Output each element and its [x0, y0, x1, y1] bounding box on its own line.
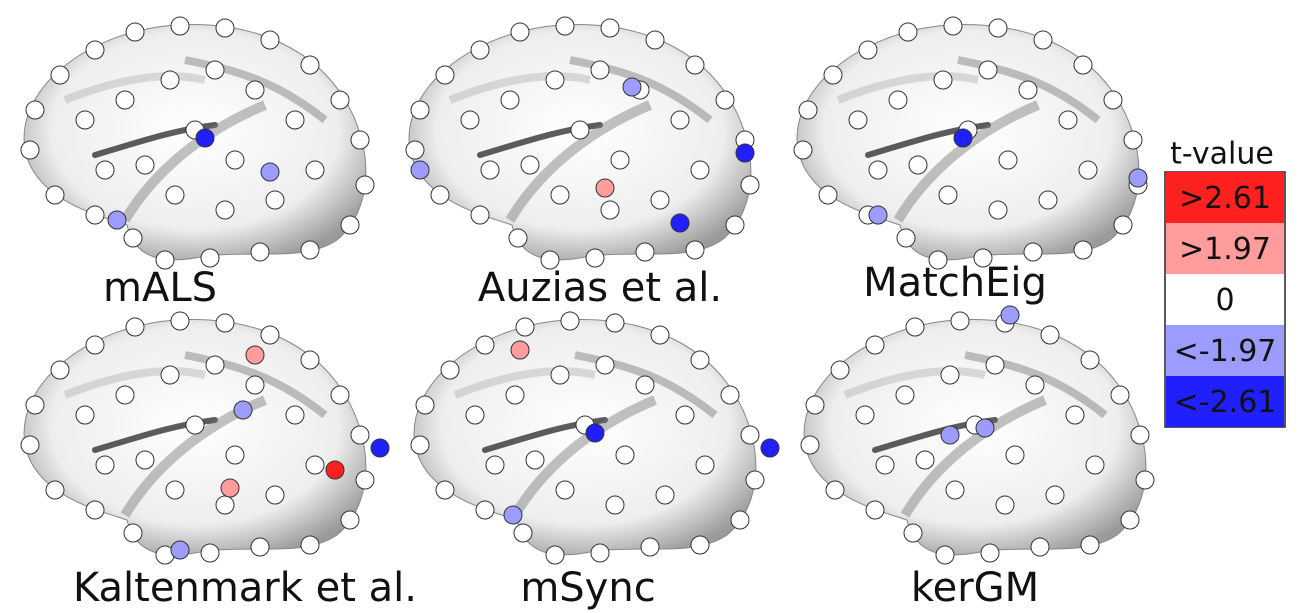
panel-label: kerGM [911, 565, 1039, 611]
electrode [1128, 168, 1148, 188]
brain-panel [411, 312, 780, 564]
electrode [940, 425, 960, 445]
electrode [233, 400, 253, 420]
brain-panel [21, 17, 374, 269]
panel-label: mALS [103, 265, 217, 311]
electrode [1000, 305, 1020, 325]
electrode [260, 162, 280, 182]
legend-swatch [1166, 274, 1284, 325]
electrode [325, 460, 345, 480]
brain-panel [794, 17, 1147, 269]
electrode [195, 128, 215, 148]
legend-label: 0 [1215, 283, 1234, 318]
electrode [170, 540, 190, 560]
legend-label: <-2.61 [1174, 385, 1277, 420]
brain-panel [406, 17, 759, 269]
brain-panel [801, 305, 1154, 564]
electrode [245, 345, 265, 365]
panel-label: Kaltenmark et al. [73, 565, 417, 611]
legend-label: <-1.97 [1174, 334, 1277, 369]
legend-swatch [1166, 172, 1284, 223]
brain-surface [406, 17, 759, 269]
electrode [370, 438, 390, 458]
electrode [868, 205, 888, 225]
brain-panel [21, 312, 390, 564]
electrode [735, 143, 755, 163]
electrode [510, 340, 530, 360]
electrode [107, 210, 127, 230]
electrode [410, 160, 430, 180]
electrode [670, 213, 690, 233]
brain-surface [801, 312, 1154, 564]
electrode [503, 505, 523, 525]
legend-label: >1.97 [1179, 232, 1271, 267]
electrode [595, 178, 615, 198]
electrode [585, 423, 605, 443]
legend-swatch [1166, 223, 1284, 274]
brain-surface [21, 312, 374, 564]
legend-swatch [1166, 376, 1284, 427]
electrode [975, 418, 995, 438]
panel-label: Auzias et al. [478, 265, 722, 311]
legend-title: t-value [1170, 137, 1274, 172]
electrode [760, 438, 780, 458]
electrode [220, 478, 240, 498]
panel-label: mSync [520, 565, 655, 611]
electrode [953, 128, 973, 148]
legend-label: >2.61 [1179, 181, 1271, 216]
panel-label: MatchEig [863, 260, 1047, 306]
electrode [622, 77, 642, 97]
legend-swatch [1166, 325, 1284, 376]
brain-panels [21, 17, 1154, 564]
